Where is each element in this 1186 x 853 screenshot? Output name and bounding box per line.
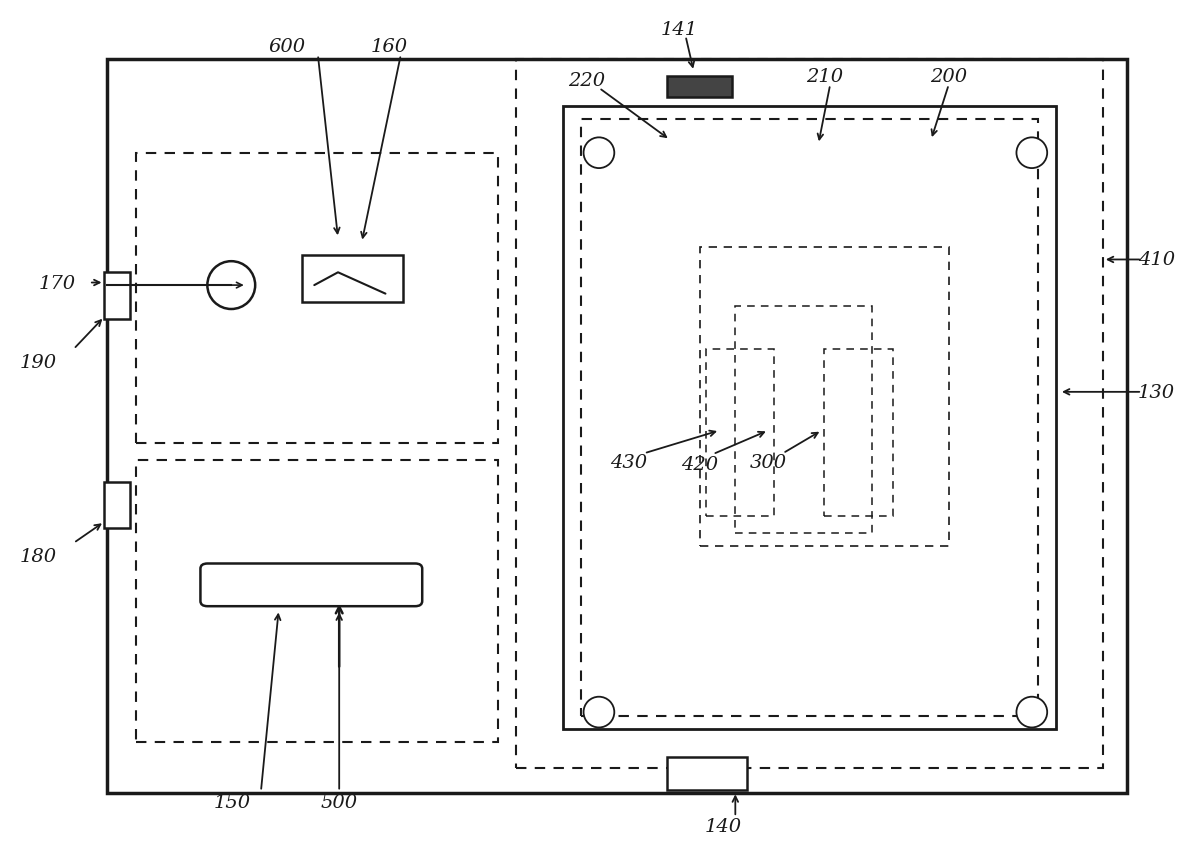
Ellipse shape (584, 697, 614, 728)
Ellipse shape (1016, 697, 1047, 728)
Bar (107, 60, 1127, 793)
Text: 430: 430 (610, 453, 648, 472)
Bar (735, 307, 872, 533)
FancyBboxPatch shape (200, 564, 422, 606)
Bar (516, 60, 1103, 768)
Text: 180: 180 (19, 547, 57, 566)
Text: 500: 500 (320, 792, 358, 811)
Bar (302, 256, 403, 303)
Bar (563, 107, 1056, 729)
Ellipse shape (584, 138, 614, 169)
Bar (706, 350, 774, 516)
Bar (700, 247, 949, 546)
Text: 150: 150 (213, 792, 251, 811)
Bar (136, 154, 498, 444)
Text: 141: 141 (661, 20, 699, 39)
Text: 200: 200 (930, 67, 968, 86)
Bar (136, 461, 498, 742)
Text: 600: 600 (268, 38, 306, 56)
Bar (104, 273, 130, 320)
Text: 130: 130 (1137, 383, 1175, 402)
Text: 420: 420 (681, 456, 719, 474)
Bar (667, 757, 747, 790)
Text: 140: 140 (704, 816, 742, 835)
Text: 410: 410 (1137, 251, 1175, 270)
Ellipse shape (208, 262, 255, 310)
Bar (667, 77, 732, 98)
Bar (104, 482, 130, 529)
Text: 210: 210 (805, 67, 843, 86)
Bar (824, 350, 893, 516)
Text: 170: 170 (38, 274, 76, 293)
Text: 160: 160 (370, 38, 408, 56)
Text: 220: 220 (568, 72, 606, 90)
Text: 300: 300 (750, 453, 788, 472)
Text: 190: 190 (19, 353, 57, 372)
Ellipse shape (1016, 138, 1047, 169)
Bar (581, 119, 1038, 717)
